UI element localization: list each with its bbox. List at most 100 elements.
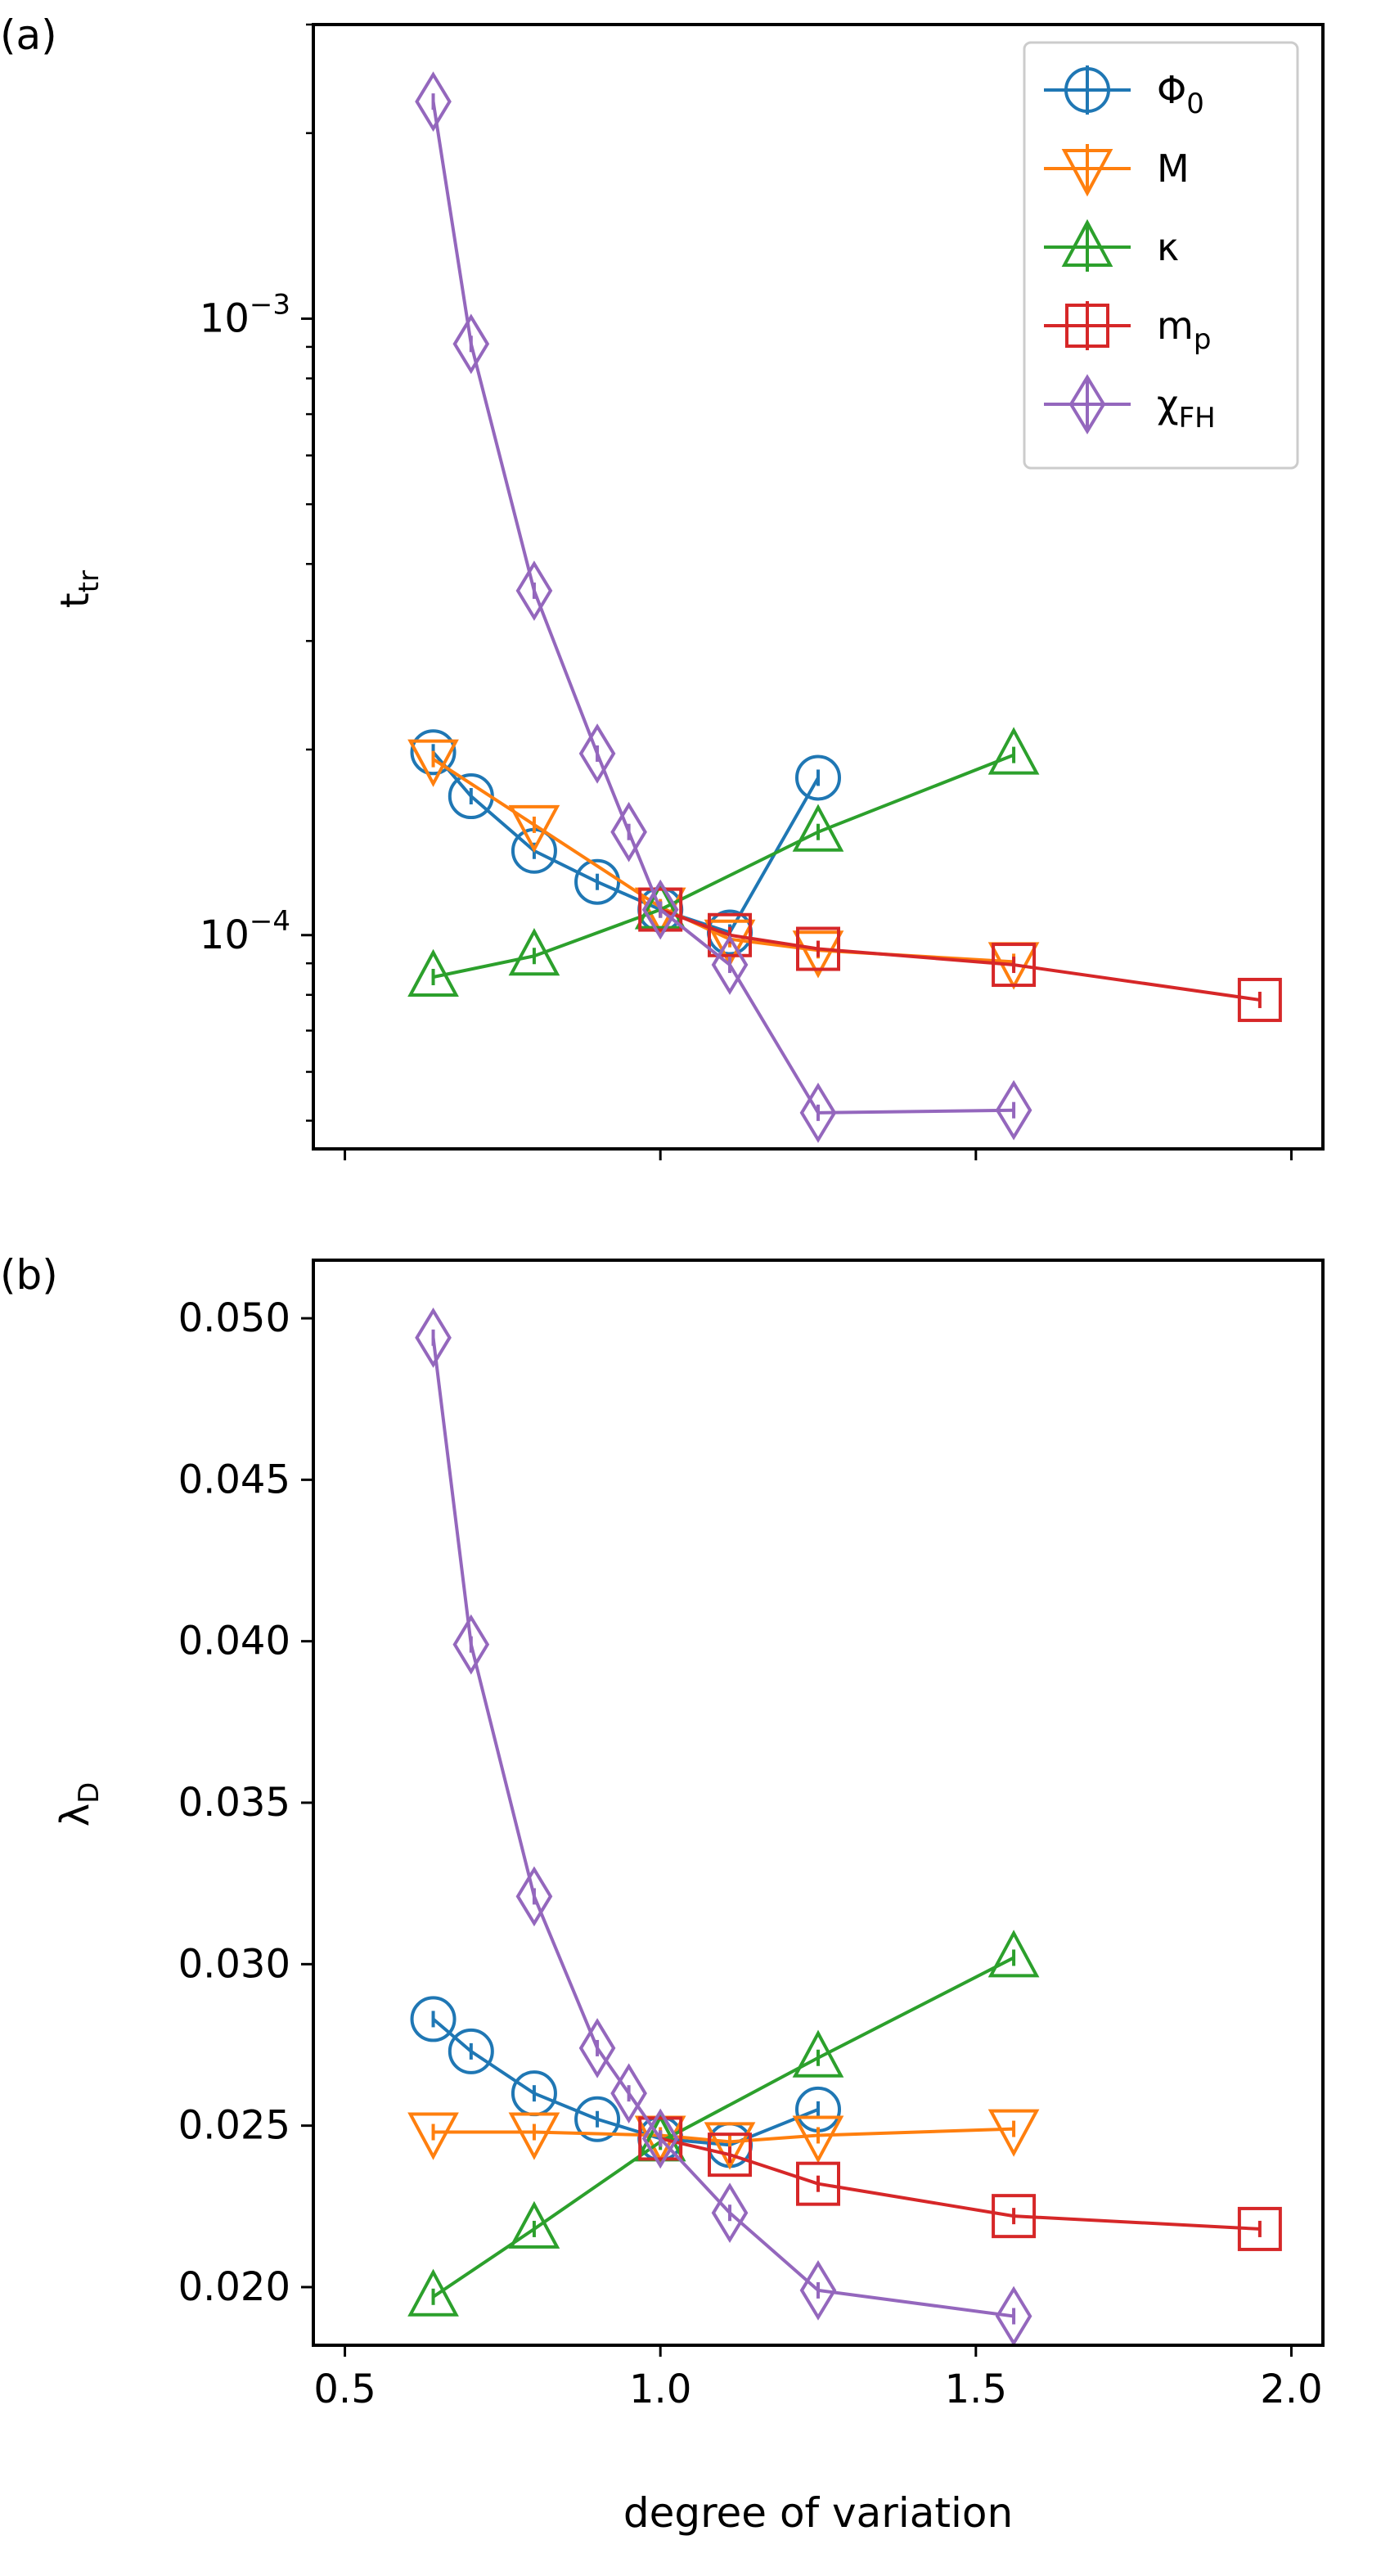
panel-b-point <box>987 2109 1040 2157</box>
panel-b-point <box>407 2268 459 2317</box>
panel-b-point <box>995 2286 1032 2347</box>
panel-b-point <box>796 2161 840 2206</box>
legend-label: Φ0 <box>1157 68 1204 120</box>
panel-b-series-line <box>433 2127 1014 2144</box>
panel-b-point <box>515 1866 553 1927</box>
panel-a-point <box>704 919 756 967</box>
panel-a-point <box>610 801 647 862</box>
panel-b-ylabel-main: λ <box>52 1804 98 1826</box>
panel-b-point <box>508 2200 560 2249</box>
panel-b-ylabel-sub: D <box>73 1782 106 1804</box>
legend-marker <box>1065 304 1109 348</box>
legend-label-sub: 0 <box>1186 88 1204 120</box>
legend-label-main: M <box>1157 146 1190 191</box>
panel-b-series-3 <box>638 2116 1282 2251</box>
panel-a-ylabel-main: t <box>52 592 98 608</box>
panel-b-point <box>792 2115 844 2164</box>
legend-entry: mp <box>1044 301 1211 356</box>
panel-a-series-4 <box>415 71 1032 1143</box>
legend-marker <box>1068 374 1106 435</box>
panel-b-point <box>407 2112 459 2160</box>
panel-b-xtick-label: 1.5 <box>945 2367 1007 2412</box>
legend-label-sub: FH <box>1179 402 1216 435</box>
panel-b-point <box>708 2132 753 2177</box>
panel-b-ytick-label: 0.020 <box>178 2264 290 2310</box>
panel-b-series-4 <box>415 1307 1032 2347</box>
panel-b-point <box>641 2108 679 2169</box>
legend-label-main: m <box>1157 304 1194 348</box>
panel-b-ytick-label: 0.025 <box>178 2103 290 2149</box>
panel-a-point <box>987 727 1040 775</box>
legend-marker <box>1061 149 1113 197</box>
panel-a-point <box>796 926 840 971</box>
panel-b: (b) 0.5 1.0 1.5 2.0 0.020 0.025 0.030 0.035 0.04… <box>0 1251 1325 2537</box>
panel-b-ylabel: λD <box>52 1782 106 1827</box>
panel-b-point <box>578 2018 616 2078</box>
panel-a-series-3 <box>638 887 1282 1022</box>
panel-a-ytick-exp: −3 <box>250 288 290 321</box>
panel-a-ytick-exp: −4 <box>250 905 290 938</box>
panel-a-point <box>634 881 686 930</box>
panel-b-xlabel: degree of variation <box>623 2489 1013 2537</box>
panel-a-point <box>508 928 560 976</box>
legend-label: M <box>1157 146 1190 191</box>
panel-b-point <box>792 2029 844 2078</box>
panel-a-plot-area: 10−410−3 <box>200 23 1293 1160</box>
panel-b-ytick-label: 0.040 <box>178 1619 290 1664</box>
panel-b-frame <box>312 1259 1325 2347</box>
panel-b-point <box>415 1307 452 1368</box>
panel-a-point <box>515 561 553 621</box>
panel-a-point <box>407 948 459 998</box>
panel-a-ytick-base: 10 <box>200 295 250 341</box>
legend-entry: Φ0 <box>1044 65 1204 120</box>
panel-b-plot-area: 0.5 1.0 1.5 2.0 0.020 0.025 0.030 0.035 0.040 0.0… <box>178 1295 1323 2412</box>
panel-a-point <box>795 754 841 801</box>
legend-label-main: Φ <box>1157 68 1186 112</box>
panel-a-point <box>711 934 749 995</box>
panel-b-ytick-label: 0.045 <box>178 1457 290 1502</box>
panel-a-point <box>799 1083 837 1143</box>
panel-a-point <box>992 943 1037 988</box>
legend-entry: κ <box>1044 218 1179 272</box>
panel-a-point <box>708 912 753 957</box>
panel-a-point <box>578 723 616 784</box>
legend-entry: M <box>1044 144 1190 197</box>
panel-b-label: (b) <box>0 1251 58 1299</box>
panel-a-frame <box>312 23 1325 1151</box>
panel-b-point <box>448 2028 494 2074</box>
panel-b-point <box>410 1996 457 2042</box>
panel-a-point <box>995 1079 1032 1141</box>
panel-a-ylabel: ttr <box>52 570 106 608</box>
panel-a-point <box>452 313 490 375</box>
panel-b-point <box>1237 2206 1282 2251</box>
panel-a-point <box>407 739 459 787</box>
panel-a-point <box>1237 977 1282 1022</box>
legend-label: mp <box>1157 304 1211 356</box>
legend-label-main: χ <box>1157 382 1179 426</box>
legend-label: χFH <box>1157 382 1216 435</box>
panel-b-point <box>452 1614 490 1675</box>
panel-b-xtick-label: 0.5 <box>313 2367 376 2412</box>
panel-b-point <box>704 2122 756 2170</box>
legend-label: κ <box>1157 225 1179 269</box>
panel-b-point <box>574 2096 621 2142</box>
panel-a-point <box>410 729 457 776</box>
panel-a-point <box>792 804 844 852</box>
legend-marker <box>1061 218 1113 267</box>
panel-b-ytick-label: 0.050 <box>178 1295 290 1341</box>
panel-a-ytick-base: 10 <box>200 912 250 958</box>
panel-b-ytick-label: 0.030 <box>178 1941 290 1987</box>
panel-a-point <box>508 804 560 853</box>
panel-a-ylabel-sub: tr <box>73 570 106 592</box>
panel-b-point <box>711 2182 749 2244</box>
panel-a-point <box>641 879 679 940</box>
legend-label-main: κ <box>1157 225 1179 269</box>
panel-b-xtick-label: 2.0 <box>1260 2367 1322 2412</box>
legend-label-sub: p <box>1194 323 1212 356</box>
panel-b-point <box>799 2260 837 2321</box>
panel-a-point <box>792 930 844 979</box>
panel-b-point <box>638 2116 683 2161</box>
